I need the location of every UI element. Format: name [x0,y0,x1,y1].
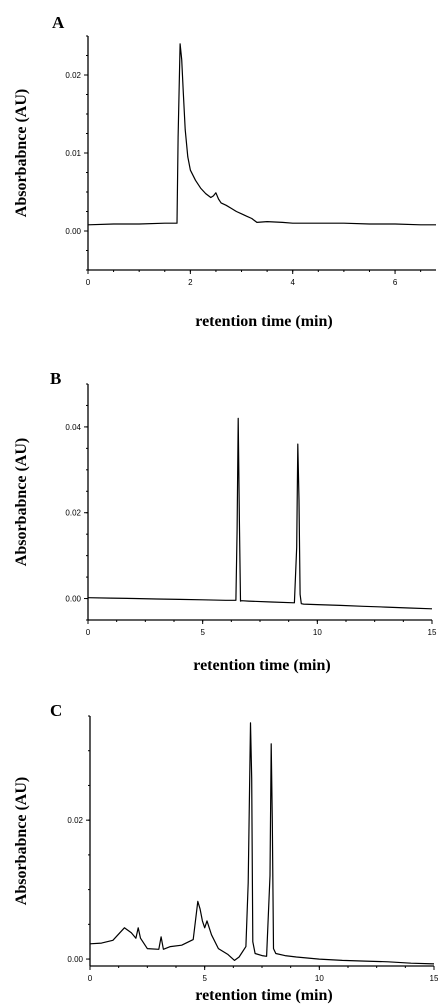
panel-letter: A [52,13,65,32]
y-axis-label: Absorbabnce (AU) [13,89,30,217]
x-tick-label: 6 [393,278,398,287]
y-tick-label: 0.01 [65,149,81,158]
x-tick-label: 15 [430,974,438,983]
y-tick-label: 0.00 [65,227,81,236]
y-axis-label: Absorbabnce (AU) [13,438,30,566]
x-axis-label: retention time (min) [195,313,332,330]
panel-letter: C [50,701,62,720]
x-tick-label: 5 [202,974,207,983]
y-tick-label: 0.00 [65,595,81,604]
x-tick-label: 2 [188,278,193,287]
y-tick-label: 0.02 [67,816,83,825]
x-tick-label: 10 [313,628,322,637]
chart-panel-a: A 0.00 0.01 0.02 0 2 4 6 Absorbabnce (AU) retenti… [13,13,436,330]
chromatogram-trace-0 [89,722,435,965]
x-tick-label: 0 [86,628,91,637]
chart-panel-c: C 0.00 0.02 0 5 10 15 Absorbabnce (AU) retention… [13,701,438,1004]
x-tick-label: 10 [315,974,324,983]
y-tick-label: 0.04 [65,423,81,432]
y-axis-label: Absorbabnce (AU) [13,777,30,905]
y-tick-label: 0.02 [65,71,81,80]
x-tick-label: 0 [86,278,91,287]
x-tick-label: 15 [428,628,437,637]
chart-panel-b: B 0.00 0.02 0.04 0 5 10 15 Absorbabnce (AU) reten… [13,369,437,674]
panel-letter: B [50,369,61,388]
x-axis-label: retention time (min) [195,987,332,1004]
x-tick-label: 5 [200,628,205,637]
y-tick-label: 0.02 [65,509,81,518]
x-tick-label: 0 [88,974,93,983]
chromatogram-trace-0 [87,43,436,226]
x-tick-label: 4 [290,278,295,287]
x-axis-label: retention time (min) [193,657,330,674]
y-tick-label: 0.00 [67,955,83,964]
chromatogram-trace-0 [87,417,433,610]
